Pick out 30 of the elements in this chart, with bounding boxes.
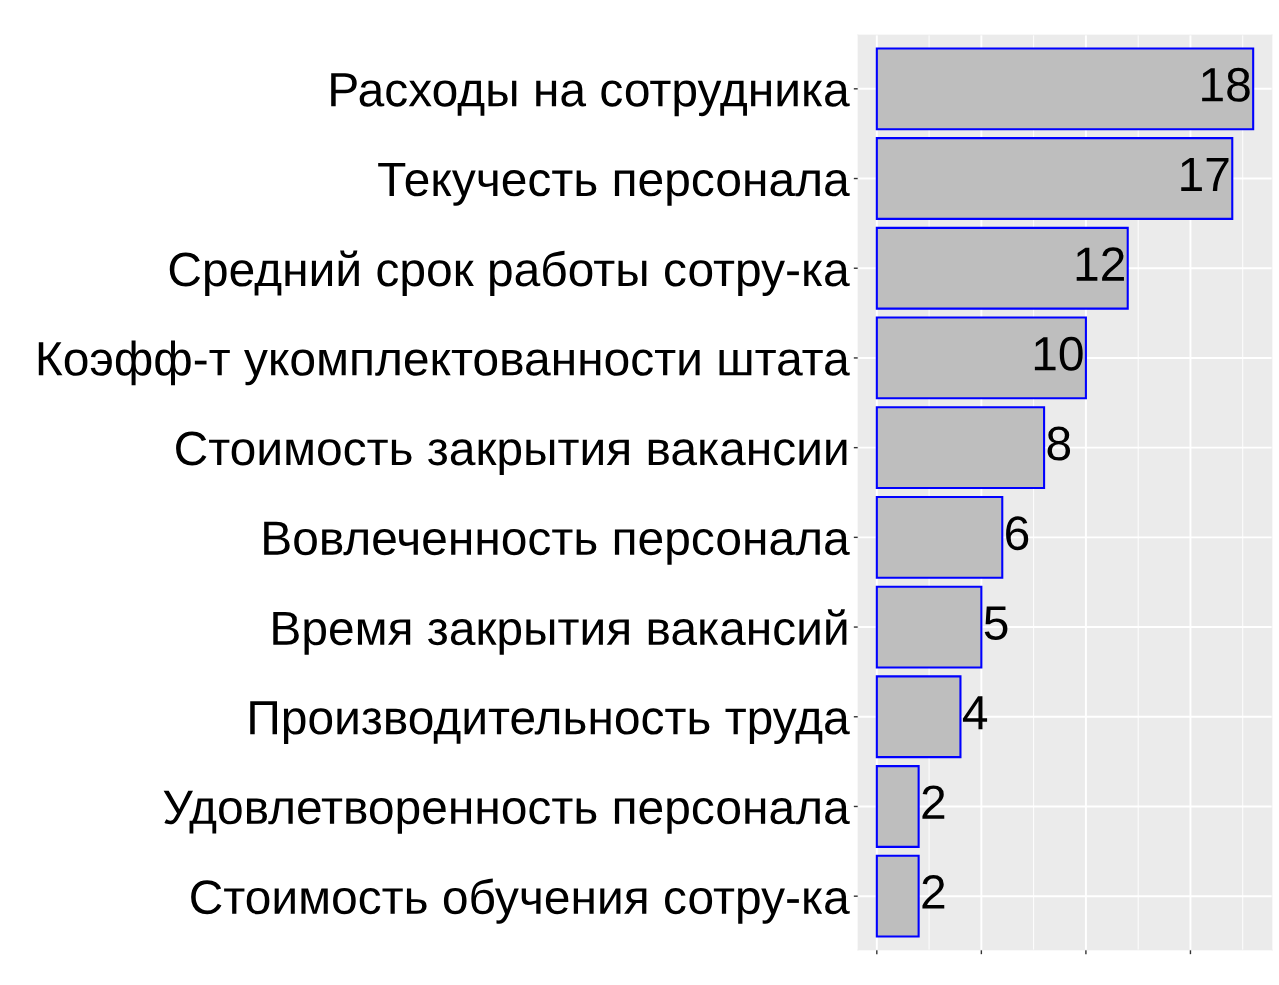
data-label: 4	[962, 696, 988, 730]
y-tick-label: Удовлетворенность персонала	[163, 790, 850, 834]
bar	[875, 585, 983, 669]
bar	[875, 316, 1087, 400]
data-label: 8	[1047, 426, 1071, 461]
data-label: 2	[922, 785, 945, 819]
data-label: 5	[984, 606, 1008, 640]
y-tick-label: Стоимость обучения сотру-ка	[191, 878, 850, 924]
bar	[875, 854, 920, 938]
bar	[875, 675, 962, 759]
y-tick-label: Расходы на сотрудника	[331, 73, 850, 117]
data-label: 18	[1202, 67, 1250, 102]
data-label: 10	[1034, 336, 1083, 371]
y-tick-label: Текучесть персонала	[378, 162, 850, 206]
y-tick-label: Время закрытия вакансий	[273, 609, 847, 655]
y-tick-label: Производительность труда	[250, 701, 850, 745]
y-tick-label: Стоимость закрытия вакансии	[176, 431, 847, 475]
bar	[875, 137, 1234, 220]
y-tick-label: Вовлеченность персонала	[264, 521, 850, 565]
data-label: 6	[1006, 516, 1029, 551]
bar	[875, 47, 1255, 131]
y-tick-label: Коэфф-т укомплектованности штата	[38, 340, 850, 386]
bar	[875, 765, 920, 848]
bar	[875, 226, 1129, 310]
data-label: 2	[922, 875, 945, 909]
y-tick-label: Средний срок работы сотру-ка	[169, 250, 850, 296]
bar	[875, 495, 1004, 579]
data-label: 12	[1076, 247, 1124, 281]
bar	[875, 406, 1046, 490]
data-label: 17	[1181, 157, 1229, 191]
